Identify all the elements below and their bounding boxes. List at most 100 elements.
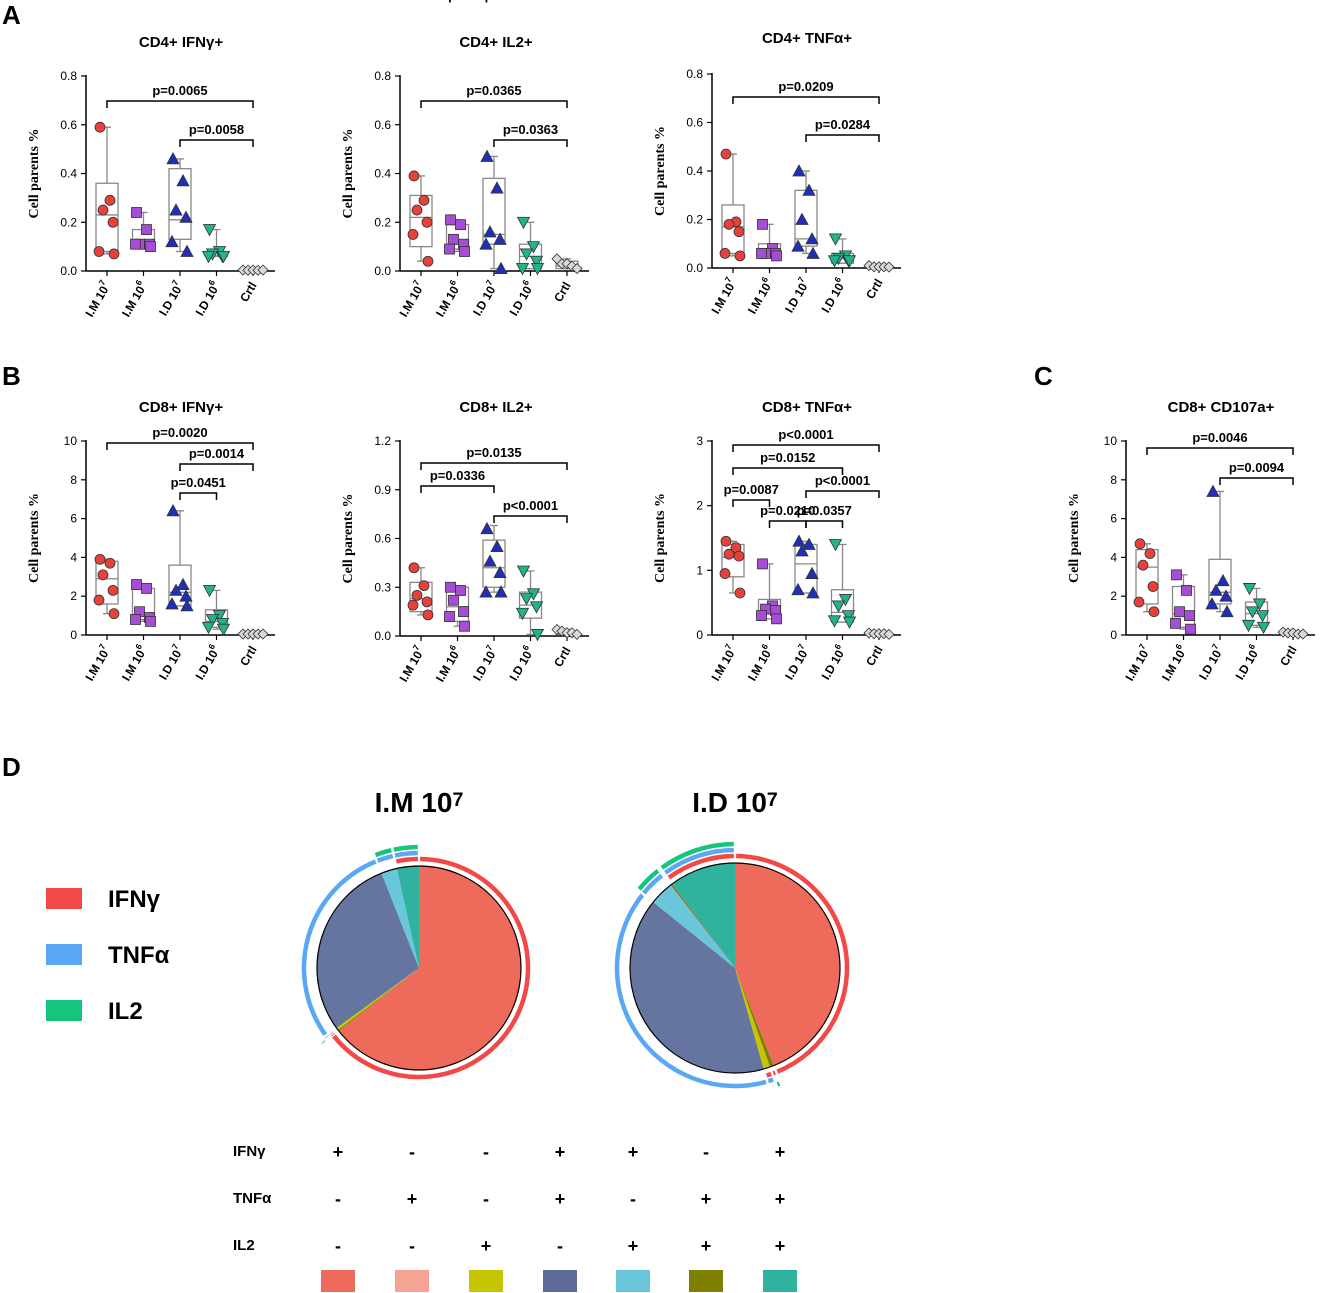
x-tick-label: Crtl [863,277,885,302]
data-point [145,241,156,253]
data-point [94,553,106,565]
data-point [827,255,842,268]
x-tick-label: I.D 106 [190,642,223,683]
data-point [1137,559,1149,571]
data-point [791,582,805,596]
pie-outline [316,865,522,1071]
y-tick-label: 0.6 [374,532,391,546]
data-point [257,628,269,640]
data-point [418,194,430,206]
data-point [1245,606,1260,619]
data-point [145,616,156,627]
data-point [422,255,434,267]
data-point [734,250,746,262]
chart-cd8-il2: CD8+ IL2+ Cell parents % 0.0 0.3 0.6 0.9 1.2 I.… [341,0,589,684]
data-point [828,233,843,246]
box [721,204,745,255]
cytokine-arc [776,1081,781,1087]
data-point [421,596,433,608]
y-tick-label: 0.4 [686,164,703,178]
data-point [1241,619,1256,633]
comparison-bracket [493,515,568,523]
data-point [1134,538,1146,550]
p-value-label: p<0.0001 [503,498,558,513]
data-point [483,554,497,567]
y-tick-label: 0.2 [60,215,77,229]
y-tick-label: 6 [70,512,77,526]
data-point [483,225,497,238]
data-point [771,613,782,625]
data-point [571,262,583,275]
x-tick-label: I.M 107 [1120,642,1154,684]
data-point [480,149,494,162]
data-point [448,594,459,606]
pie-slice [735,968,774,1068]
chart-cd4-tnfa: CD4+ TNFα+ Cell parents % 0.0 0.2 0.4 0.6 0.8 I… [653,30,901,316]
combo-sign: - [483,1189,489,1209]
data-point [459,620,470,632]
data-point [479,585,493,598]
data-point [802,183,816,196]
cytokine-arc [664,847,734,875]
p-value-label: p=0.0065 [152,83,207,98]
data-point [94,121,106,133]
data-point [176,173,190,187]
data-point [130,238,141,250]
data-point [180,244,194,257]
data-point [93,594,105,606]
x-tick-label: I.D 106 [504,643,537,684]
x-tick-label: I.M 107 [80,642,114,684]
y-axis-label: Cell parents % [27,493,42,583]
comparison-bracket [420,462,568,470]
cytokine-arc [667,853,734,880]
data-point [1255,610,1270,623]
p-value-label: p<0.0001 [778,427,833,442]
comparison-bracket [493,139,568,147]
data-point [418,580,430,592]
data-point [530,628,545,642]
y-axis-label: Cell parents % [341,129,356,219]
combo-swatch [616,1270,650,1292]
y-tick-label: 1.2 [374,434,391,448]
data-point [1216,573,1230,587]
cytokine-arc [642,873,664,895]
x-tick-label: I.D 107 [1194,642,1227,683]
pie-slice [629,902,764,1074]
y-tick-label: 0.8 [374,69,391,83]
data-point [130,614,141,625]
data-point [165,234,179,248]
data-point [734,587,746,599]
data-point [723,218,735,230]
data-point [411,589,423,601]
data-point [169,203,183,216]
y-tick-label: 3 [696,434,703,448]
data-point [529,255,544,269]
cytokine-arc [637,869,660,891]
data-point [756,248,767,259]
pie-slice [735,968,770,1070]
pie-chart-id: I.D 107 [614,787,850,1089]
data-point [131,207,142,218]
combo-sign: + [775,1142,786,1162]
data-point [445,214,456,226]
comparison-bracket [732,96,880,104]
chart-title: CD4+ TNFα+ [762,30,852,47]
chart-cd8-cd107a: CD8+ CD107a+ Cell parents % 0 2 4 6 8 10 I.M 107… [1067,399,1315,683]
data-point [257,264,269,276]
combo-sign: + [701,1236,712,1256]
data-point [1184,610,1195,621]
cytokine-arc [301,859,377,1036]
x-tick-label: I.M 107 [706,275,740,317]
cytokine-arc [376,853,394,863]
data-point [806,246,820,259]
comparison-bracket [179,139,254,147]
data-point [104,557,116,569]
legend-label: TNFα [108,942,170,969]
cytokine-legend: IFNγ TNFα IL2 [46,886,170,1025]
data-point [756,610,767,621]
data-point [723,548,735,560]
p-value-label: p=0.0020 [152,425,207,440]
combo-sign: - [335,1236,341,1256]
combo-sign: - [335,1189,341,1209]
